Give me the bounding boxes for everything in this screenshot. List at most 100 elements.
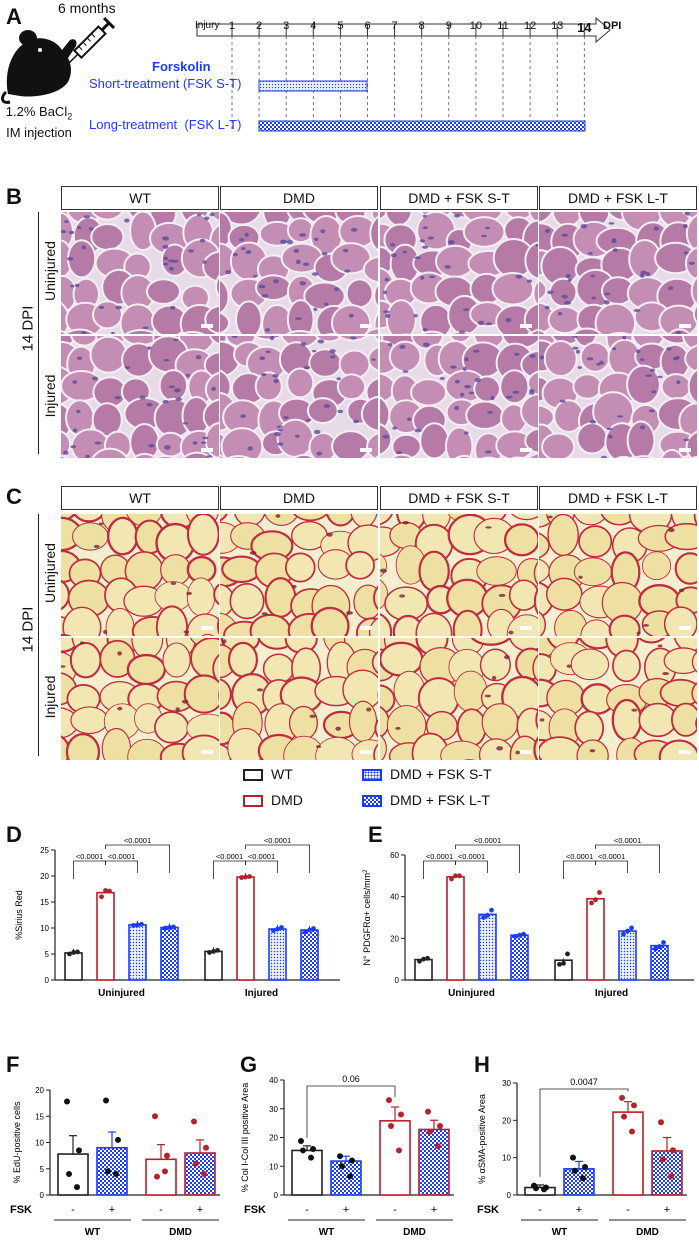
timeline-day-2: 2 (256, 20, 263, 32)
timeline-day-11: 11 (497, 20, 509, 32)
significance-bracket (73, 860, 106, 879)
scale-bar (360, 750, 372, 754)
data-point (339, 1163, 345, 1170)
he-image-1-0 (61, 336, 219, 458)
histology-b-divider (38, 212, 39, 454)
bar-uninjured-3 (510, 934, 529, 981)
he-image-0-1 (220, 212, 378, 334)
data-point (668, 1173, 674, 1180)
data-point (135, 922, 140, 928)
data-point (67, 951, 72, 957)
data-point (99, 894, 104, 900)
panel-label-e: E (368, 822, 383, 847)
group-label-wt: WT (552, 1227, 568, 1238)
he-image-1-3 (539, 336, 697, 458)
data-point (658, 1119, 664, 1126)
data-point (570, 1154, 576, 1161)
treatment-timeline (196, 16, 611, 132)
chart-g-collagen: 0 10 20 30 40 % Col I-Col III positive Area FS… (240, 1074, 454, 1238)
y-tick-label: 40 (269, 1076, 278, 1085)
bar-1 (563, 1168, 595, 1196)
data-point (593, 897, 598, 903)
y-tick-label: 20 (35, 1086, 44, 1095)
legend-dmd: DMD (243, 792, 303, 808)
data-point (541, 1186, 547, 1193)
y-axis-label: % αSMA-positive Area (477, 1094, 487, 1184)
panel-label-f: F (6, 1052, 20, 1077)
data-point (437, 1123, 443, 1129)
column-header-sr-1: DMD (220, 486, 378, 510)
timeline-day-3: 3 (283, 20, 290, 32)
data-point (271, 928, 276, 933)
significance-label: <0.0001 (76, 852, 103, 861)
data-point (191, 1118, 197, 1125)
legend-dmd-swatch (243, 795, 263, 808)
row-label-b-uninjured: Uninjured (42, 241, 58, 301)
fsk-row-label: FSK (244, 1204, 266, 1216)
significance-label: <0.0001 (426, 852, 453, 861)
panel-label-a: A (6, 4, 22, 29)
bar-injured-3 (650, 944, 669, 981)
sr-image-0-3 (539, 514, 697, 636)
scale-bar (201, 324, 213, 328)
sr-image-0-2 (380, 514, 538, 636)
significance-bracket (455, 844, 520, 873)
side-label-b: 14 DPI (19, 305, 37, 352)
significance-label: <0.0001 (216, 852, 243, 861)
data-point (349, 1157, 355, 1164)
y-tick-label: 10 (269, 1162, 278, 1171)
data-point (396, 1147, 402, 1154)
y-tick-label: 0 (274, 1191, 279, 1200)
group-label-wt: WT (85, 1227, 101, 1238)
data-point (485, 913, 490, 918)
chart-d-sirius-red: 0 5 10 15 20 25 %Sirius Red Uninjured Injured <0.… (14, 836, 340, 999)
significance-label: 0.06 (342, 1074, 360, 1084)
data-point (71, 950, 76, 955)
data-point (154, 1173, 160, 1180)
timeline-day-4: 4 (310, 20, 317, 32)
data-point (164, 1152, 170, 1159)
data-point (64, 1098, 70, 1105)
fsk-tick: - (626, 1204, 630, 1216)
scale-bar (201, 448, 213, 452)
data-point (303, 929, 308, 935)
data-point (629, 925, 634, 931)
fsk-row-label: FSK (10, 1204, 32, 1216)
y-axis-label: %Sirius Red (14, 890, 24, 940)
significance-label: <0.0001 (124, 836, 151, 845)
scale-bar (201, 750, 213, 754)
column-header-he-1: DMD (220, 186, 378, 210)
he-image-1-2 (380, 336, 538, 458)
significance-label: <0.0001 (108, 852, 135, 861)
data-point (572, 1167, 578, 1174)
drug-label: Forskolin (152, 59, 211, 74)
data-point (215, 947, 220, 953)
group-label-dmd: DMD (636, 1227, 659, 1238)
long-treatment-label: Long-treatment (FSK L-T) (89, 117, 242, 132)
significance-label: <0.0001 (566, 852, 593, 861)
side-label-c: 14 DPI (19, 606, 37, 653)
column-header-he-2: DMD + FSK S-T (380, 186, 538, 210)
y-tick-label: 0 (395, 976, 400, 985)
y-tick-label: 25 (40, 846, 49, 855)
data-point (201, 1171, 207, 1177)
short-treatment-label: Short-treatment (FSK S-T) (89, 76, 242, 91)
y-tick-label: 15 (35, 1112, 44, 1121)
timeline-day-7: 7 (391, 20, 398, 32)
short-treatment-bar (258, 80, 368, 92)
data-point (75, 949, 80, 955)
significance-label: <0.0001 (248, 852, 275, 861)
data-point (386, 1097, 392, 1104)
significance-label: <0.0001 (474, 836, 501, 845)
data-point (657, 944, 662, 950)
legend-fsk-lt-label: DMD + FSK L-T (390, 792, 490, 808)
data-point (421, 956, 426, 962)
data-point (625, 928, 630, 934)
column-header-sr-3: DMD + FSK L-T (539, 486, 697, 510)
scale-bar (520, 750, 532, 754)
y-tick-label: 10 (502, 1154, 511, 1163)
group-label-wt: WT (319, 1227, 335, 1238)
data-point (589, 900, 594, 906)
long-treatment-bar (258, 120, 586, 132)
y-tick-label: 20 (269, 1134, 278, 1143)
